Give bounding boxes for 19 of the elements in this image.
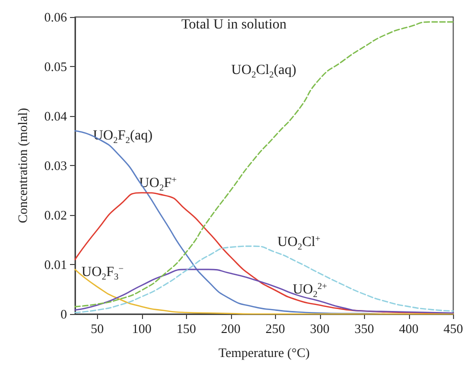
x-tick-label: 300 (310, 321, 330, 336)
y-tick-label: 0.04 (44, 108, 68, 124)
x-tick-label: 350 (354, 321, 374, 336)
x-axis-title: Temperature (°C) (218, 345, 310, 360)
x-tick-label: 450 (444, 321, 463, 336)
y-axis-title: Concentration (molal) (15, 108, 30, 224)
x-tick-label: 100 (132, 321, 152, 336)
annotation: Total U in solution (181, 18, 287, 33)
y-tick-label: 0.01 (44, 257, 67, 272)
x-tick-label: 200 (221, 321, 240, 336)
x-tick-label: 50 (90, 321, 104, 336)
y-tick-label: 0.06 (44, 10, 68, 24)
y-tick-label: 0.02 (44, 208, 67, 222)
y-tick-label: 0.05 (44, 59, 67, 74)
y-tick-label: 0.03 (44, 158, 67, 173)
x-tick-label: 400 (399, 321, 418, 336)
y-tick-label: 0 (60, 306, 67, 322)
x-tick-label: 150 (176, 321, 196, 336)
x-tick-label: 250 (266, 321, 285, 336)
